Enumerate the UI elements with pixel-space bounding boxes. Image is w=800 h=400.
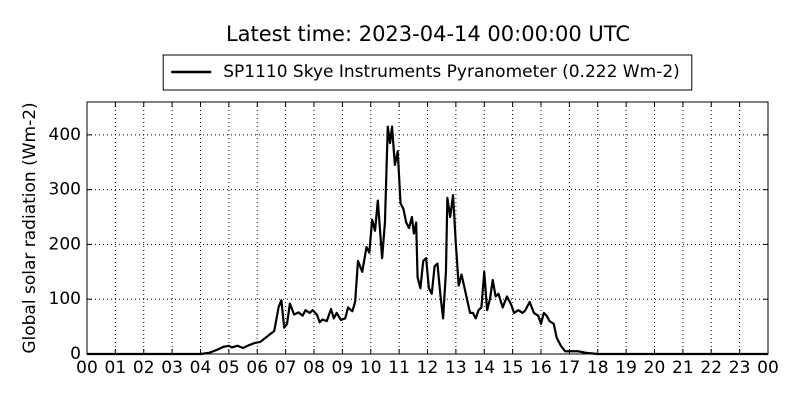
x-tick-label: 12 [417,358,439,378]
x-tick-label: 15 [502,358,524,378]
x-tick-label: 00 [76,358,98,378]
x-tick-label: 19 [615,358,637,378]
x-tick-label: 11 [388,358,410,378]
x-tick-label: 17 [559,358,581,378]
y-axis-label: Global solar radiation (Wm-2) [20,102,40,353]
x-tick-label: 09 [332,358,354,378]
x-tick-label: 03 [161,358,183,378]
y-tick-label: 400 [49,125,81,145]
chart-title: Latest time: 2023-04-14 00:00:00 UTC [226,22,630,46]
x-tick-label: 23 [729,358,751,378]
y-tick-label: 200 [49,234,81,254]
x-tick-label: 13 [445,358,467,378]
x-tick-label: 21 [672,358,694,378]
x-tick-label: 06 [246,358,268,378]
x-tick-label: 10 [360,358,382,378]
x-tick-label: 00 [757,358,779,378]
x-tick-label: 20 [644,358,666,378]
legend-box [162,54,693,91]
x-tick-label: 07 [275,358,297,378]
x-tick-label: 02 [133,358,155,378]
x-tick-label: 04 [190,358,212,378]
x-tick-label: 05 [218,358,240,378]
x-tick-label: 22 [700,358,722,378]
y-tick-label: 300 [49,180,81,200]
y-tick-label: 100 [49,289,81,309]
y-tick-label: 0 [70,344,81,364]
legend-label: SP1110 Skye Instruments Pyranometer (0.2… [223,62,680,82]
plot-frame [86,101,769,355]
x-tick-label: 14 [473,358,495,378]
x-tick-label: 01 [105,358,127,378]
x-tick-label: 08 [303,358,325,378]
x-tick-label: 16 [530,358,552,378]
data-line [87,125,768,356]
x-tick-label: 18 [587,358,609,378]
